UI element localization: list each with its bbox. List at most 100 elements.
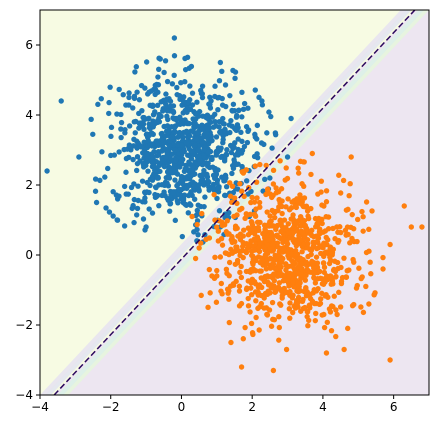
data-point (193, 110, 199, 117)
data-point (269, 194, 275, 201)
data-point (255, 284, 262, 291)
data-point (259, 98, 265, 104)
data-point (106, 110, 112, 117)
data-point (255, 254, 262, 260)
data-point (199, 172, 205, 179)
data-point (238, 364, 245, 370)
data-point (264, 130, 270, 136)
data-point (191, 143, 198, 150)
data-point (229, 183, 236, 190)
data-point (323, 213, 329, 220)
data-point (279, 288, 285, 295)
data-point (214, 267, 220, 274)
data-point (296, 271, 302, 277)
data-point (327, 254, 333, 260)
data-point (294, 238, 300, 244)
data-point (268, 113, 274, 120)
data-point (232, 152, 239, 158)
data-point (171, 72, 177, 79)
data-point (261, 141, 267, 148)
data-point (239, 163, 245, 170)
data-point (203, 236, 209, 243)
data-point (267, 218, 273, 225)
data-point (333, 333, 339, 340)
data-point (139, 178, 146, 184)
data-point (283, 277, 290, 284)
data-point (337, 304, 344, 310)
data-point (170, 108, 177, 115)
data-point (201, 167, 207, 174)
data-point (292, 203, 299, 209)
data-point (191, 229, 197, 235)
data-point (133, 167, 140, 174)
data-point (349, 235, 355, 242)
data-point (162, 58, 169, 64)
y-tick-label: −4 (15, 388, 33, 402)
data-point (213, 123, 219, 129)
data-point (224, 270, 230, 277)
data-point (196, 245, 202, 251)
data-point (187, 83, 193, 89)
data-point (263, 273, 269, 280)
data-point (250, 243, 257, 249)
data-point (92, 176, 99, 182)
data-point (143, 59, 150, 65)
data-point (244, 212, 250, 219)
data-point (190, 171, 197, 178)
data-point (133, 64, 140, 70)
data-point (202, 194, 208, 200)
data-point (135, 140, 141, 146)
data-point (264, 250, 271, 257)
data-point (263, 191, 269, 198)
data-point (291, 219, 297, 226)
data-point (102, 174, 108, 180)
data-point (197, 158, 203, 164)
data-point (277, 301, 283, 307)
data-point (163, 154, 169, 160)
data-point (244, 285, 250, 291)
data-point (299, 260, 305, 267)
data-point (270, 167, 277, 173)
data-point (368, 271, 374, 277)
data-point (243, 249, 250, 256)
data-point (167, 103, 174, 109)
data-point (290, 292, 296, 299)
data-point (238, 129, 244, 136)
transition-band-3 (40, 10, 407, 395)
data-point (229, 250, 235, 256)
data-point (158, 99, 164, 105)
y-axis-ticks: −4 −2 0 2 4 6 (15, 38, 40, 402)
data-point (255, 224, 262, 231)
data-point (286, 273, 292, 279)
data-point (216, 78, 223, 84)
data-point (222, 211, 228, 217)
data-point (178, 196, 185, 202)
data-point (343, 232, 349, 238)
data-point (240, 170, 247, 176)
data-point (176, 192, 182, 198)
y-tick-label: 6 (25, 38, 33, 52)
data-point (316, 215, 322, 222)
data-point (207, 94, 213, 101)
data-point (212, 119, 218, 125)
data-point (194, 207, 200, 214)
data-point (155, 89, 161, 95)
data-point (105, 165, 111, 172)
data-point (126, 102, 132, 108)
data-point (295, 165, 301, 171)
data-point (225, 290, 231, 296)
data-point (272, 223, 279, 230)
data-point (187, 106, 194, 113)
data-point (277, 272, 284, 279)
data-point (186, 133, 193, 139)
data-point (336, 172, 342, 178)
data-point (253, 314, 259, 321)
data-point (199, 139, 205, 145)
data-point (143, 224, 149, 230)
data-point (205, 304, 211, 311)
data-point (280, 231, 287, 237)
data-point (245, 105, 251, 111)
data-point (149, 102, 156, 108)
data-point (290, 212, 296, 218)
data-point (245, 128, 251, 135)
